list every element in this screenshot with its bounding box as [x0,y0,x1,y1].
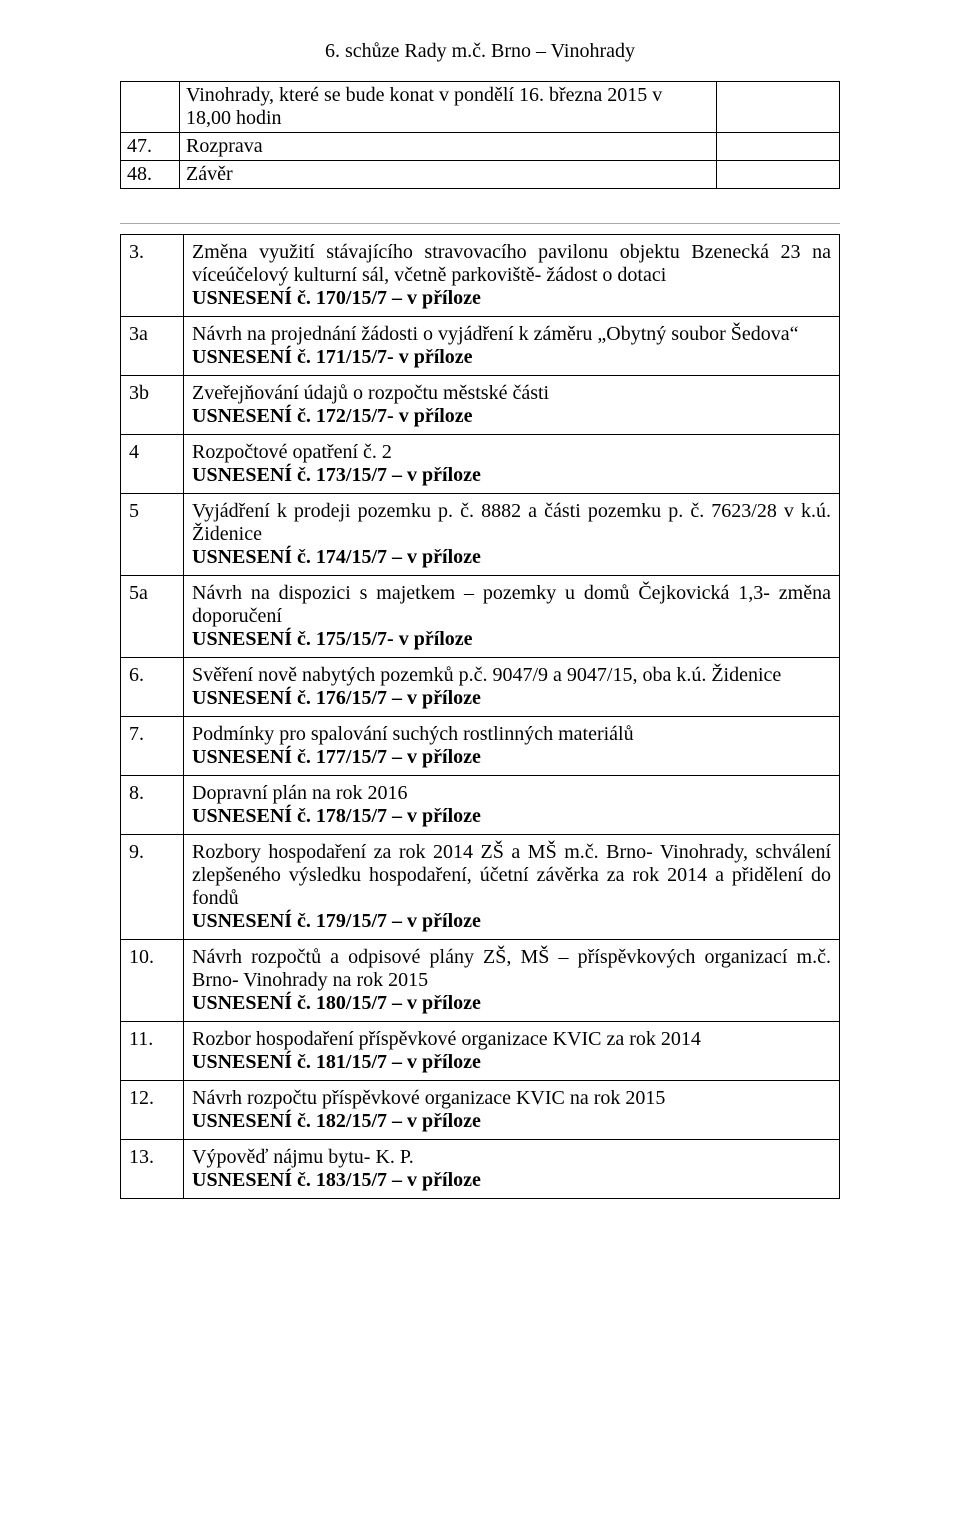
item-num: 12. [121,1081,184,1140]
table-row: 4Rozpočtové opatření č. 2USNESENÍ č. 173… [121,435,840,494]
item-resolution: USNESENÍ č. 170/15/7 – v příloze [192,287,831,310]
item-description: Rozpočtové opatření č. 2 [192,441,831,464]
item-num: 11. [121,1022,184,1081]
table-row: 10.Návrh rozpočtů a odpisové plány ZŠ, M… [121,940,840,1022]
item-description: Dopravní plán na rok 2016 [192,782,831,805]
item-description: Návrh na projednání žádosti o vyjádření … [192,323,831,346]
items-table: 3.Změna využití stávajícího stravovacího… [120,234,840,1199]
item-num: 3. [121,235,184,317]
item-cell: Výpověď nájmu bytu- K. P.USNESENÍ č. 183… [184,1140,840,1199]
item-cell: Rozbory hospodaření za rok 2014 ZŠ a MŠ … [184,835,840,940]
item-resolution: USNESENÍ č. 174/15/7 – v příloze [192,546,831,569]
item-description: Zveřejňování údajů o rozpočtu městské čá… [192,382,831,405]
item-cell: Návrh na dispozici s majetkem – pozemky … [184,576,840,658]
top-table: Vinohrady, které se bude konat v pondělí… [120,81,840,189]
page-title: 6. schůze Rady m.č. Brno – Vinohrady [120,40,840,63]
item-resolution: USNESENÍ č. 181/15/7 – v příloze [192,1051,831,1074]
item-cell: Podmínky pro spalování suchých rostlinný… [184,717,840,776]
row-num: 48. [121,161,180,189]
item-num: 10. [121,940,184,1022]
table-row: 48. Závěr [121,161,840,189]
item-num: 6. [121,658,184,717]
item-num: 3a [121,317,184,376]
row-blank [717,161,840,189]
page: 6. schůze Rady m.č. Brno – Vinohrady Vin… [0,0,960,1259]
item-description: Rozbor hospodaření příspěvkové organizac… [192,1028,831,1051]
item-cell: Zveřejňování údajů o rozpočtu městské čá… [184,376,840,435]
row-text: Vinohrady, které se bude konat v pondělí… [180,82,717,133]
item-description: Výpověď nájmu bytu- K. P. [192,1146,831,1169]
item-description: Podmínky pro spalování suchých rostlinný… [192,723,831,746]
item-cell: Změna využití stávajícího stravovacího p… [184,235,840,317]
table-row: 8.Dopravní plán na rok 2016USNESENÍ č. 1… [121,776,840,835]
table-row: 47. Rozprava [121,133,840,161]
item-resolution: USNESENÍ č. 175/15/7- v příloze [192,628,831,651]
item-resolution: USNESENÍ č. 182/15/7 – v příloze [192,1110,831,1133]
row-num [121,82,180,133]
item-description: Rozbory hospodaření za rok 2014 ZŠ a MŠ … [192,841,831,910]
divider [120,223,840,224]
item-num: 13. [121,1140,184,1199]
item-description: Návrh rozpočtu příspěvkové organizace KV… [192,1087,831,1110]
item-resolution: USNESENÍ č. 183/15/7 – v příloze [192,1169,831,1192]
item-description: Vyjádření k prodeji pozemku p. č. 8882 a… [192,500,831,546]
table-row: 6. Svěření nově nabytých pozemků p.č. 904… [121,658,840,717]
item-num: 7. [121,717,184,776]
item-num: 8. [121,776,184,835]
item-resolution: USNESENÍ č. 172/15/7- v příloze [192,405,831,428]
item-cell: Návrh rozpočtu příspěvkové organizace KV… [184,1081,840,1140]
table-row: 3a Návrh na projednání žádosti o vyjádřen… [121,317,840,376]
table-row: 7. Podmínky pro spalování suchých rostlin… [121,717,840,776]
item-cell: Návrh rozpočtů a odpisové plány ZŠ, MŠ –… [184,940,840,1022]
table-row: Vinohrady, které se bude konat v pondělí… [121,82,840,133]
row-blank [717,133,840,161]
table-row: 9.Rozbory hospodaření za rok 2014 ZŠ a M… [121,835,840,940]
item-resolution: USNESENÍ č. 177/15/7 – v příloze [192,746,831,769]
item-description: Návrh na dispozici s majetkem – pozemky … [192,582,831,628]
row-num: 47. [121,133,180,161]
table-row: 12. Návrh rozpočtu příspěvkové organizace… [121,1081,840,1140]
item-num: 4 [121,435,184,494]
table-row: 3.Změna využití stávajícího stravovacího… [121,235,840,317]
item-num: 9. [121,835,184,940]
item-resolution: USNESENÍ č. 179/15/7 – v příloze [192,910,831,933]
item-cell: Vyjádření k prodeji pozemku p. č. 8882 a… [184,494,840,576]
item-cell: Rozbor hospodaření příspěvkové organizac… [184,1022,840,1081]
table-row: 5aNávrh na dispozici s majetkem – pozemk… [121,576,840,658]
table-row: 5Vyjádření k prodeji pozemku p. č. 8882 … [121,494,840,576]
item-description: Změna využití stávajícího stravovacího p… [192,241,831,287]
item-cell: Návrh na projednání žádosti o vyjádření … [184,317,840,376]
item-resolution: USNESENÍ č. 171/15/7- v příloze [192,346,831,369]
item-num: 3b [121,376,184,435]
item-cell: Dopravní plán na rok 2016USNESENÍ č. 178… [184,776,840,835]
table-row: 13.Výpověď nájmu bytu- K. P.USNESENÍ č. … [121,1140,840,1199]
item-num: 5 [121,494,184,576]
item-cell: Svěření nově nabytých pozemků p.č. 9047/… [184,658,840,717]
item-description: Návrh rozpočtů a odpisové plány ZŠ, MŠ –… [192,946,831,992]
item-resolution: USNESENÍ č. 173/15/7 – v příloze [192,464,831,487]
table-row: 11. Rozbor hospodaření příspěvkové organi… [121,1022,840,1081]
item-cell: Rozpočtové opatření č. 2USNESENÍ č. 173/… [184,435,840,494]
row-text: Závěr [180,161,717,189]
table-row: 3b Zveřejňování údajů o rozpočtu městské … [121,376,840,435]
row-blank [717,82,840,133]
item-resolution: USNESENÍ č. 178/15/7 – v příloze [192,805,831,828]
item-resolution: USNESENÍ č. 180/15/7 – v příloze [192,992,831,1015]
row-text: Rozprava [180,133,717,161]
item-description: Svěření nově nabytých pozemků p.č. 9047/… [192,664,831,687]
item-num: 5a [121,576,184,658]
item-resolution: USNESENÍ č. 176/15/7 – v příloze [192,687,831,710]
